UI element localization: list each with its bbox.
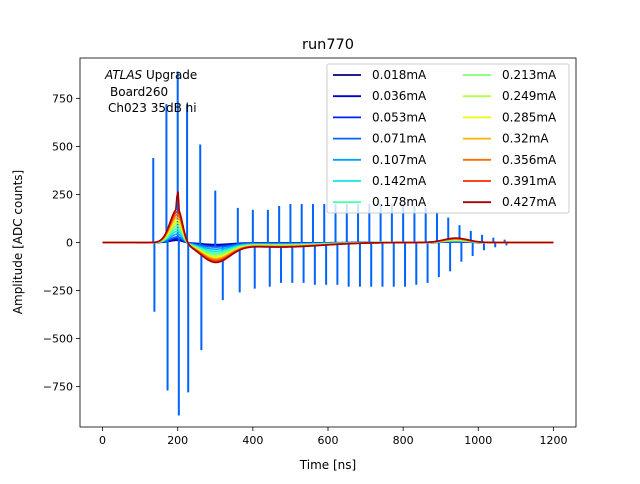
y-tick-label: 500 (52, 140, 73, 153)
x-tick-label: 600 (318, 434, 339, 447)
x-tick-label: 400 (242, 434, 263, 447)
legend-item-0.356mA: 0.356mA (463, 153, 557, 167)
y-tick-label: −500 (43, 333, 73, 346)
legend-label: 0.178mA (372, 195, 427, 209)
annotation-box: ATLAS Upgrade Board260 Ch023 35dB hi (104, 68, 197, 115)
x-tick-label: 1000 (464, 434, 492, 447)
legend-item-0.32mA: 0.32mA (463, 132, 549, 146)
legend-label: 0.071mA (372, 132, 427, 146)
x-tick-label: 200 (167, 434, 188, 447)
axes-layer: 0 200 400 600 800 1000 1200 −750 −500 −250 0 250 500… (43, 57, 577, 447)
legend-label: 0.053mA (372, 110, 427, 124)
legend-label: 0.036mA (372, 89, 427, 103)
legend-label: 0.32mA (502, 132, 549, 146)
y-tick-label: −250 (43, 285, 73, 298)
chart-title: run770 (302, 37, 354, 53)
legend-label: 0.285mA (502, 110, 557, 124)
legend-label: 0.427mA (502, 195, 557, 209)
y-tick-label: 750 (52, 92, 73, 105)
annotation-atlas: ATLAS (104, 68, 143, 82)
legend-item-0.178mA: 0.178mA (333, 195, 427, 209)
legend-frame (326, 63, 570, 214)
series-layer (102, 71, 554, 416)
annotation-line1: ATLAS Upgrade (104, 68, 197, 82)
annotation-upgrade: Upgrade (142, 68, 197, 82)
legend-label: 0.249mA (502, 89, 557, 103)
legend-item-0.036mA: 0.036mA (333, 89, 427, 103)
legend-label: 0.356mA (502, 153, 557, 167)
x-axis-label: Time [ns] (299, 458, 356, 472)
legend-label: 0.391mA (502, 174, 557, 188)
y-tick-label: 250 (52, 188, 73, 201)
legend-item-0.018mA: 0.018mA (333, 68, 427, 82)
annotation-line2: Board260 (110, 85, 168, 99)
legend: 0.018mA 0.036mA 0.053mA 0.071mA 0.107mA 0.142… (326, 63, 570, 214)
legend-label: 0.213mA (502, 68, 557, 82)
legend-item-0.142mA: 0.142mA (333, 174, 427, 188)
annotation-line3: Ch023 35dB hi (108, 101, 197, 115)
series-line (102, 191, 554, 264)
legend-label: 0.142mA (372, 174, 427, 188)
legend-item-0.053mA: 0.053mA (333, 110, 427, 124)
legend-item-0.249mA: 0.249mA (463, 89, 557, 103)
legend-item-0.391mA: 0.391mA (463, 174, 557, 188)
y-tick-label: 0 (66, 237, 73, 250)
x-tick-label: 0 (99, 434, 106, 447)
y-tick-label: −750 (43, 381, 73, 394)
series-0.427mA (102, 191, 554, 264)
legend-item-0.213mA: 0.213mA (463, 68, 557, 82)
x-tick-label: 800 (393, 434, 414, 447)
legend-item-0.107mA: 0.107mA (333, 153, 427, 167)
legend-label: 0.107mA (372, 153, 427, 167)
legend-item-0.427mA: 0.427mA (463, 195, 557, 209)
legend-item-0.071mA: 0.071mA (333, 132, 427, 146)
legend-item-0.285mA: 0.285mA (463, 110, 557, 124)
x-tick-label: 1200 (539, 434, 567, 447)
legend-label: 0.018mA (372, 68, 427, 82)
y-axis-label: Amplitude [ADC counts] (11, 170, 25, 314)
